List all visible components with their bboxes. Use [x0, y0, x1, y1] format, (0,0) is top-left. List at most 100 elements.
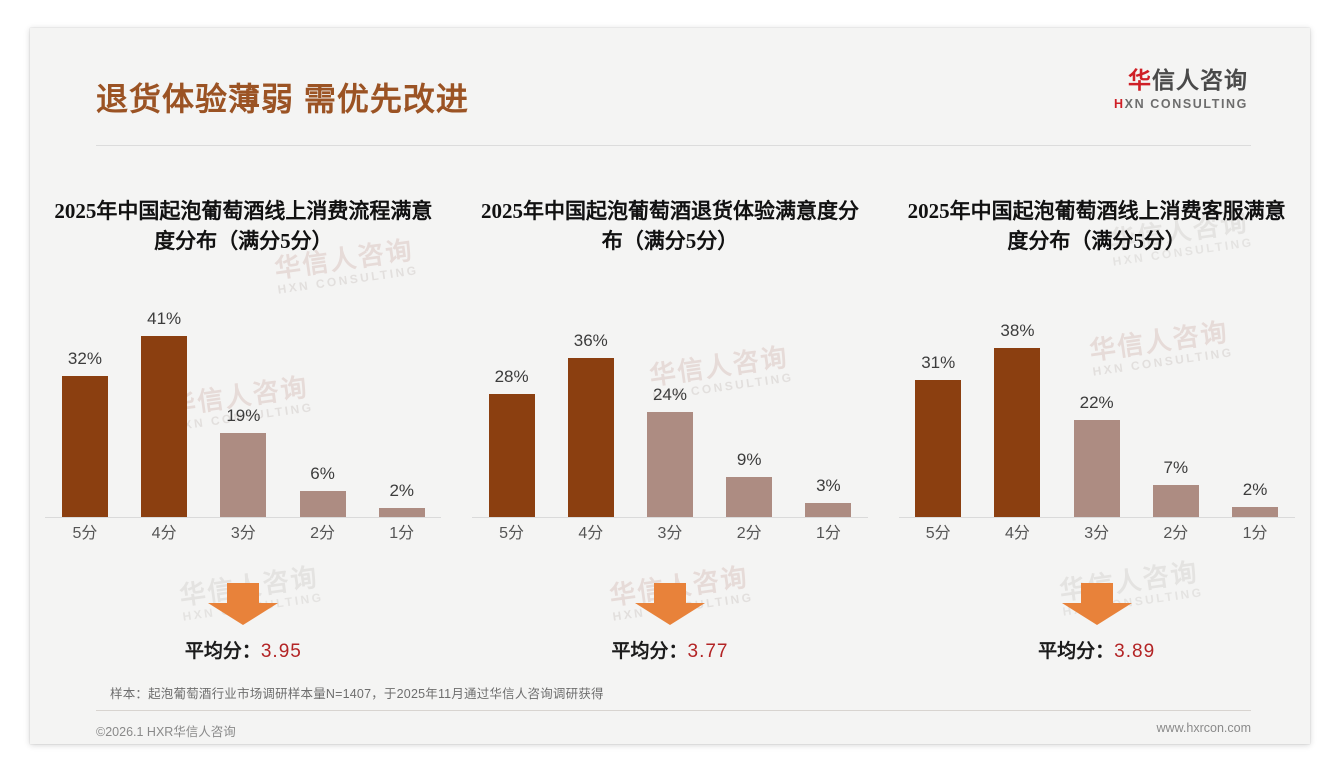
x-tick-label: 1分	[815, 525, 841, 542]
bar-column: 31%	[899, 318, 978, 517]
x-tick-label: 1分	[1242, 525, 1268, 542]
x-axis-line	[45, 517, 442, 518]
sample-footnote: 样本：起泡葡萄酒行业市场调研样本量N=1407，于2025年11月通过华信人咨询…	[110, 687, 604, 701]
x-tick-label: 1分	[389, 525, 415, 542]
logo-en-rest: XN CONSULTING	[1124, 97, 1248, 112]
bar-column: 9%	[710, 318, 789, 517]
chart-title: 2025年中国起泡葡萄酒退货体验满意度分布（满分5分）	[480, 199, 859, 254]
bar-column: 24%	[630, 318, 709, 517]
chart-panel-service: 2025年中国起泡葡萄酒线上消费客服满意度分布（满分5分） 31% 38% 22…	[883, 168, 1310, 668]
company-logo: 华信人咨询 HXN CONSULTING	[1114, 67, 1248, 111]
bar-column: 41%	[125, 309, 204, 517]
x-tick-label: 3分	[230, 525, 256, 542]
bar-chart: 32% 41% 19% 6% 2% 5分 4分 3分 2分 1分	[45, 309, 442, 548]
bar-4[interactable]: 38%	[994, 321, 1041, 517]
bars-group: 32% 41% 19% 6% 2%	[45, 309, 441, 517]
chart-title: 2025年中国起泡葡萄酒线上消费流程满意度分布（满分5分）	[54, 199, 433, 254]
x-axis-line	[898, 517, 1295, 518]
arrow-head	[634, 603, 705, 625]
bar-3[interactable]: 22%	[1073, 393, 1120, 517]
logo-english-name: HXN CONSULTING	[1114, 97, 1248, 111]
chart-panel-process: 2025年中国起泡葡萄酒线上消费流程满意度分布（满分5分） 32% 41% 19…	[30, 168, 457, 668]
bar-5[interactable]: 32%	[61, 349, 108, 517]
slide-header: 退货体验薄弱 需优先改进 华信人咨询 HXN CONSULTING	[30, 28, 1310, 146]
down-arrow-icon	[634, 583, 705, 625]
logo-cn-rest: 信人咨询	[1152, 67, 1248, 93]
bar-value-label: 2%	[389, 481, 415, 501]
bars-group: 28% 36% 24% 9% 3%	[472, 318, 868, 517]
x-tick-label: 5分	[925, 525, 951, 542]
slide-canvas: 华信人咨询 HXN CONSULTING 华信人咨询 HXN CONSULTIN…	[30, 28, 1310, 744]
bar-4[interactable]: 36%	[567, 331, 614, 517]
x-tick-label: 2分	[736, 525, 762, 542]
x-tick-label: 5分	[499, 525, 525, 542]
copyright-text: ©2026.1 HXR华信人咨询	[96, 725, 236, 739]
bar-value-label: 36%	[573, 330, 608, 350]
x-tick-label: 4分	[151, 525, 177, 542]
bar-value-label: 6%	[310, 464, 335, 484]
average-label: 平均分：	[184, 641, 261, 662]
bar-value-label: 24%	[652, 384, 687, 404]
slide-footer: ©2026.1 HXR华信人咨询 www.hxrcon.com	[96, 718, 1251, 744]
bar-value-label: 31%	[921, 352, 956, 372]
bar-column: 22%	[1057, 318, 1136, 517]
logo-cn-accent: 华	[1128, 67, 1152, 93]
bar-5[interactable]: 31%	[915, 353, 962, 517]
bar-2[interactable]: 6%	[299, 464, 346, 517]
down-arrow-icon	[1061, 583, 1132, 625]
bar-chart: 28% 36% 24% 9% 3% 5分 4分 3分 2分 1分	[471, 318, 868, 548]
arrow-shaft	[227, 583, 260, 603]
bar-2[interactable]: 9%	[726, 450, 773, 517]
bar-2[interactable]: 7%	[1152, 458, 1199, 517]
x-axis-line	[471, 517, 868, 518]
average-value: 3.89	[1114, 641, 1156, 662]
bars-group: 31% 38% 22% 7% 2%	[899, 318, 1295, 517]
average-label: 平均分：	[611, 641, 688, 662]
bar-column: 2%	[362, 318, 441, 517]
arrow-shaft	[653, 583, 686, 603]
average-score: 平均分：3.95	[30, 636, 457, 663]
bar-column: 32%	[45, 318, 124, 517]
x-axis-labels: 5分 4分 3分 2分 1分	[45, 520, 441, 548]
average-label: 平均分：	[1038, 641, 1115, 662]
x-tick-label: 2分	[1163, 525, 1189, 542]
bar-1[interactable]: 2%	[1232, 480, 1279, 517]
bar-value-label: 38%	[1000, 320, 1035, 340]
bar-column: 19%	[204, 318, 283, 517]
bar-column: 6%	[283, 318, 362, 517]
bar-column: 7%	[1136, 318, 1215, 517]
bar-column: 2%	[1215, 318, 1294, 517]
x-tick-label: 4分	[578, 525, 604, 542]
bar-5[interactable]: 28%	[488, 367, 535, 517]
bar-3[interactable]: 19%	[220, 406, 267, 517]
bar-column: 28%	[472, 318, 551, 517]
bar-4[interactable]: 41%	[141, 309, 188, 517]
logo-en-accent: H	[1114, 97, 1125, 112]
chart-panel-return: 2025年中国起泡葡萄酒退货体验满意度分布（满分5分） 28% 36% 24% …	[457, 168, 884, 668]
x-tick-label: 2分	[310, 525, 335, 542]
bar-1[interactable]: 3%	[805, 476, 852, 517]
header-divider	[96, 145, 1251, 146]
x-tick-label: 4分	[1004, 525, 1030, 542]
bar-value-label: 19%	[226, 406, 261, 426]
x-axis-labels: 5分 4分 3分 2分 1分	[472, 520, 868, 548]
bar-value-label: 22%	[1079, 392, 1114, 412]
footer-divider	[96, 710, 1251, 711]
x-tick-label: 3分	[657, 525, 683, 542]
average-score: 平均分：3.89	[883, 636, 1310, 663]
chart-title: 2025年中国起泡葡萄酒线上消费客服满意度分布（满分5分）	[907, 199, 1286, 254]
arrow-head	[1061, 603, 1132, 625]
bar-1[interactable]: 2%	[378, 481, 425, 517]
average-value: 3.95	[260, 641, 302, 662]
x-axis-labels: 5分 4分 3分 2分 1分	[899, 520, 1295, 548]
down-arrow-icon	[208, 583, 279, 625]
charts-row: 2025年中国起泡葡萄酒线上消费流程满意度分布（满分5分） 32% 41% 19…	[30, 168, 1310, 668]
bar-column: 36%	[551, 318, 630, 517]
website-url[interactable]: www.hxrcon.com	[1156, 721, 1251, 735]
bar-value-label: 9%	[736, 450, 762, 470]
bar-chart: 31% 38% 22% 7% 2% 5分 4分 3分 2分 1分	[898, 318, 1295, 548]
page-title: 退货体验薄弱 需优先改进	[96, 81, 469, 117]
bar-value-label: 28%	[494, 366, 529, 386]
arrow-shaft	[1080, 583, 1113, 603]
bar-3[interactable]: 24%	[646, 385, 693, 517]
